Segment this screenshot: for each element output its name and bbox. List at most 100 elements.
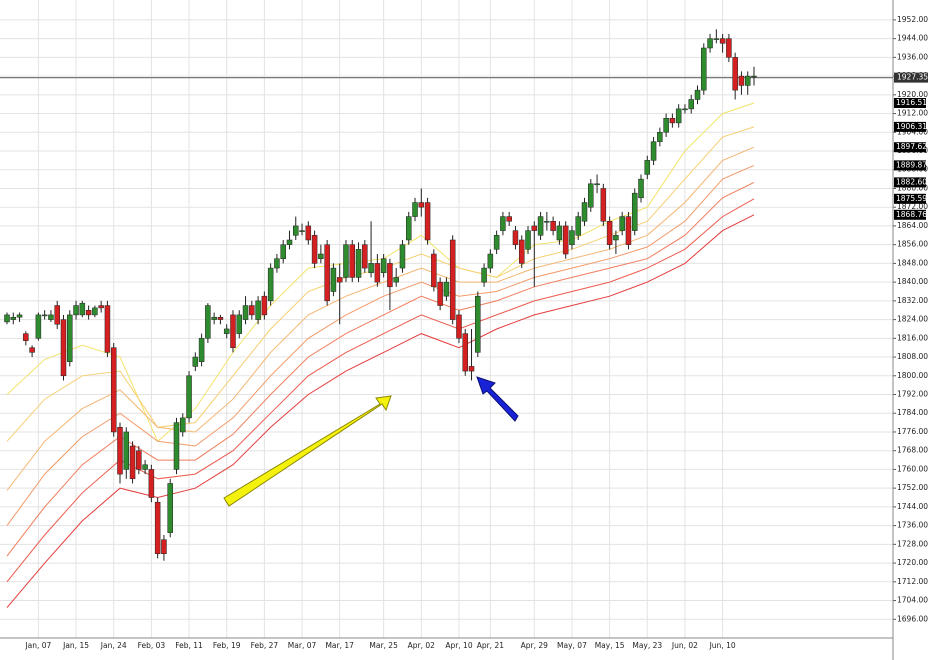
candle-body (154, 501, 161, 554)
x-tick-label: Apr, 02 (408, 641, 436, 650)
x-tick-label: Apr, 29 (521, 641, 549, 650)
blue-arrow (476, 376, 519, 422)
candle-body (242, 305, 249, 320)
candle-body (506, 216, 512, 222)
y-tick-label: 1864.00 (897, 221, 928, 230)
candle-body (48, 314, 54, 320)
candle-body (148, 469, 155, 498)
ma-line (6, 164, 755, 526)
candle-body (694, 89, 701, 100)
candle-body (650, 141, 657, 161)
candle-body (600, 188, 607, 222)
candle-body (682, 108, 688, 111)
x-tick-label: Mar, 07 (288, 641, 317, 650)
x-tick-label: Feb, 19 (213, 641, 241, 650)
ma-end-label: 1906.31 (896, 122, 927, 131)
ma-end-box (894, 97, 926, 108)
y-tick-label: 1792.00 (897, 390, 928, 399)
candle-body (261, 295, 268, 316)
y-tick-label: 1720.00 (897, 558, 928, 567)
candle-body (192, 356, 199, 367)
y-tick-label: 1752.00 (897, 483, 928, 492)
candle-body (110, 347, 117, 433)
candle-body (631, 192, 638, 231)
x-tick-label: Jun, 10 (709, 641, 736, 650)
candle-body (23, 333, 29, 341)
candle-body (531, 225, 538, 231)
candle-body (223, 328, 230, 334)
candle-body (362, 244, 368, 269)
candle-body (431, 253, 437, 288)
candle-body (405, 216, 412, 241)
x-tick-label: Jan, 15 (62, 641, 89, 650)
candle-body (123, 431, 130, 470)
ma-end-label: 1889.87 (896, 160, 927, 169)
x-tick-label: Jun, 02 (671, 641, 698, 650)
candle-body (481, 267, 487, 283)
y-tick-label: 1760.00 (897, 464, 928, 473)
candle-body (349, 244, 356, 278)
y-tick-label: 1824.00 (897, 315, 928, 324)
candle-body (249, 305, 255, 316)
candle-body (280, 244, 286, 259)
ma-end-box (894, 121, 926, 132)
candle-body (16, 314, 23, 318)
candle-body (236, 314, 243, 334)
y-tick-label: 1856.00 (897, 240, 928, 249)
candle-body (286, 239, 293, 245)
candle-body (142, 464, 148, 470)
y-tick-label: 1776.00 (897, 427, 928, 436)
ma-end-box (894, 160, 926, 171)
candle-body (437, 281, 443, 306)
ma-end-label: 1897.62 (896, 142, 927, 151)
candle-body (493, 235, 500, 250)
candle-body (98, 305, 104, 309)
candle-body (424, 202, 431, 241)
y-tick-label: 1920.00 (897, 90, 928, 99)
candle-body (449, 239, 456, 320)
candle-body (67, 314, 73, 362)
candle-body (73, 305, 79, 316)
x-tick-label: Apr, 21 (477, 641, 505, 650)
candle-body (657, 132, 663, 142)
y-tick-label: 1736.00 (897, 521, 928, 530)
candle-body (85, 309, 92, 316)
y-tick-label: 1768.00 (897, 446, 928, 455)
candle-body (707, 38, 713, 49)
candle-body (368, 263, 374, 274)
last-price-label: 1927.35 (897, 73, 928, 82)
y-tick-label: 1912.00 (897, 109, 928, 118)
candle-body (719, 38, 726, 44)
candle-body (129, 445, 136, 480)
candle-body (512, 230, 519, 245)
candle-body (293, 225, 299, 236)
candle-body (537, 216, 544, 236)
candle-body (500, 216, 506, 231)
y-tick-label: 1872.00 (897, 202, 928, 211)
candle-body (230, 314, 236, 348)
candle-body (10, 316, 17, 320)
candle-body (79, 302, 86, 316)
candle-body (456, 314, 462, 339)
candle-body (217, 316, 224, 320)
x-tick-label: Jan, 07 (24, 641, 51, 650)
candle-body (675, 108, 682, 124)
yellow-arrow (223, 395, 392, 507)
x-tick-label: May, 23 (632, 641, 662, 650)
ma-end-box (894, 142, 926, 153)
x-tick-label: Jan, 24 (100, 641, 127, 650)
candle-body (619, 216, 625, 231)
candle-body (468, 366, 475, 372)
candle-body (550, 221, 556, 231)
x-tick-label: May, 07 (557, 641, 587, 650)
candle-body (35, 314, 42, 339)
candle-body (211, 316, 217, 320)
candle-body (305, 225, 312, 241)
y-tick-label: 1728.00 (897, 539, 928, 548)
candle-body (475, 295, 481, 353)
y-tick-label: 1816.00 (897, 333, 928, 342)
candle-body (29, 347, 35, 353)
candle-body (581, 202, 588, 222)
